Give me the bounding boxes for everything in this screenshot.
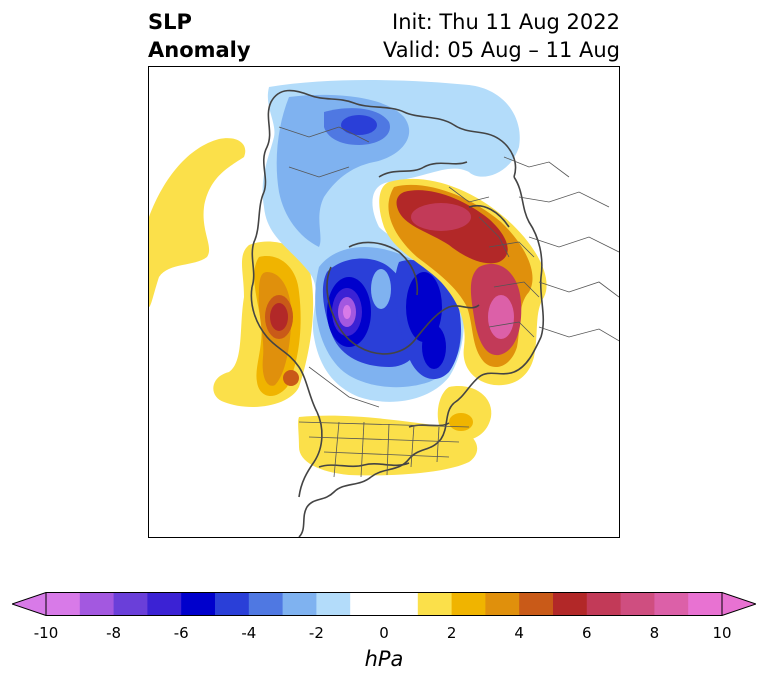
positive-anomaly-north-america	[298, 415, 478, 476]
colorbar-extend-max	[721, 592, 756, 616]
colorbar	[12, 592, 756, 616]
positive-anomaly-scandinavia-core	[411, 203, 471, 231]
tick-label: -6	[173, 624, 189, 642]
colorbar-segment	[79, 592, 115, 616]
init-date: Init: Thu 11 Aug 2022	[392, 10, 620, 34]
colorbar-segment	[586, 592, 622, 616]
colorbar-tick-labels: -10 -8 -6 -4 -2 0 2 4 6 8 10	[0, 624, 768, 644]
colorbar-units: hPa	[364, 647, 404, 671]
tick-label: 2	[446, 624, 457, 642]
tick-label: 6	[582, 624, 592, 642]
negative-anomaly-gap	[371, 269, 391, 309]
colorbar-segment	[248, 592, 284, 616]
positive-anomaly-gulf-of-alaska-core	[270, 303, 288, 331]
colorbar-segment	[215, 592, 250, 616]
title-line-2: Anomaly	[148, 38, 251, 62]
borders	[278, 126, 619, 478]
tick-label: -8	[106, 624, 122, 642]
negative-anomaly-arctic-east-core	[406, 272, 442, 342]
colorbar-segment	[147, 592, 182, 616]
negative-anomaly-north-pacific-core	[341, 115, 377, 135]
negative-anomaly-arctic-east-core2	[422, 325, 446, 369]
colorbar-segment	[316, 592, 351, 616]
colorbar-segment	[350, 592, 385, 616]
tick-label: 10	[712, 624, 732, 642]
colorbar-segment	[417, 592, 453, 616]
colorbar-segment	[654, 592, 689, 616]
coastlines	[250, 89, 545, 537]
tick-label: -10	[33, 624, 59, 642]
tick-label: -2	[308, 624, 324, 642]
tick-label: 0	[379, 624, 389, 642]
colorbar-extend-min	[12, 592, 47, 616]
colorbar-segment	[553, 592, 588, 616]
positive-anomaly-far-west	[149, 138, 246, 307]
tick-label: 4	[514, 624, 524, 642]
tick-label: 8	[649, 624, 660, 642]
colorbar-ticks	[45, 615, 723, 616]
colorbar-segment	[384, 592, 419, 616]
valid-range: Valid: 05 Aug – 11 Aug	[382, 38, 620, 62]
colorbar-segment	[46, 592, 81, 616]
positive-anomaly-pacific-small	[283, 370, 299, 386]
colorbar-segment	[113, 592, 148, 616]
negative-anomaly-arctic-center-peak	[343, 305, 351, 319]
colorbar-segment	[451, 592, 486, 616]
colorbar-segment	[519, 592, 554, 616]
title-left: SLP Anomaly	[148, 8, 251, 64]
colorbar-segment	[688, 592, 723, 616]
colorbar-segments	[46, 592, 723, 616]
tick-label: -4	[241, 624, 257, 642]
colorbar-segment	[485, 592, 520, 616]
colorbar-segment	[282, 592, 317, 616]
title-right: Init: Thu 11 Aug 2022 Valid: 05 Aug – 11…	[383, 8, 620, 64]
colorbar-segment	[181, 592, 216, 616]
colorbar-segment	[620, 592, 655, 616]
anomaly-map	[149, 67, 619, 537]
positive-anomaly-russia-core	[488, 295, 514, 339]
positive-anomaly-atlantic-core	[449, 413, 473, 431]
map-frame	[148, 66, 620, 538]
title-line-1: SLP	[148, 10, 192, 34]
